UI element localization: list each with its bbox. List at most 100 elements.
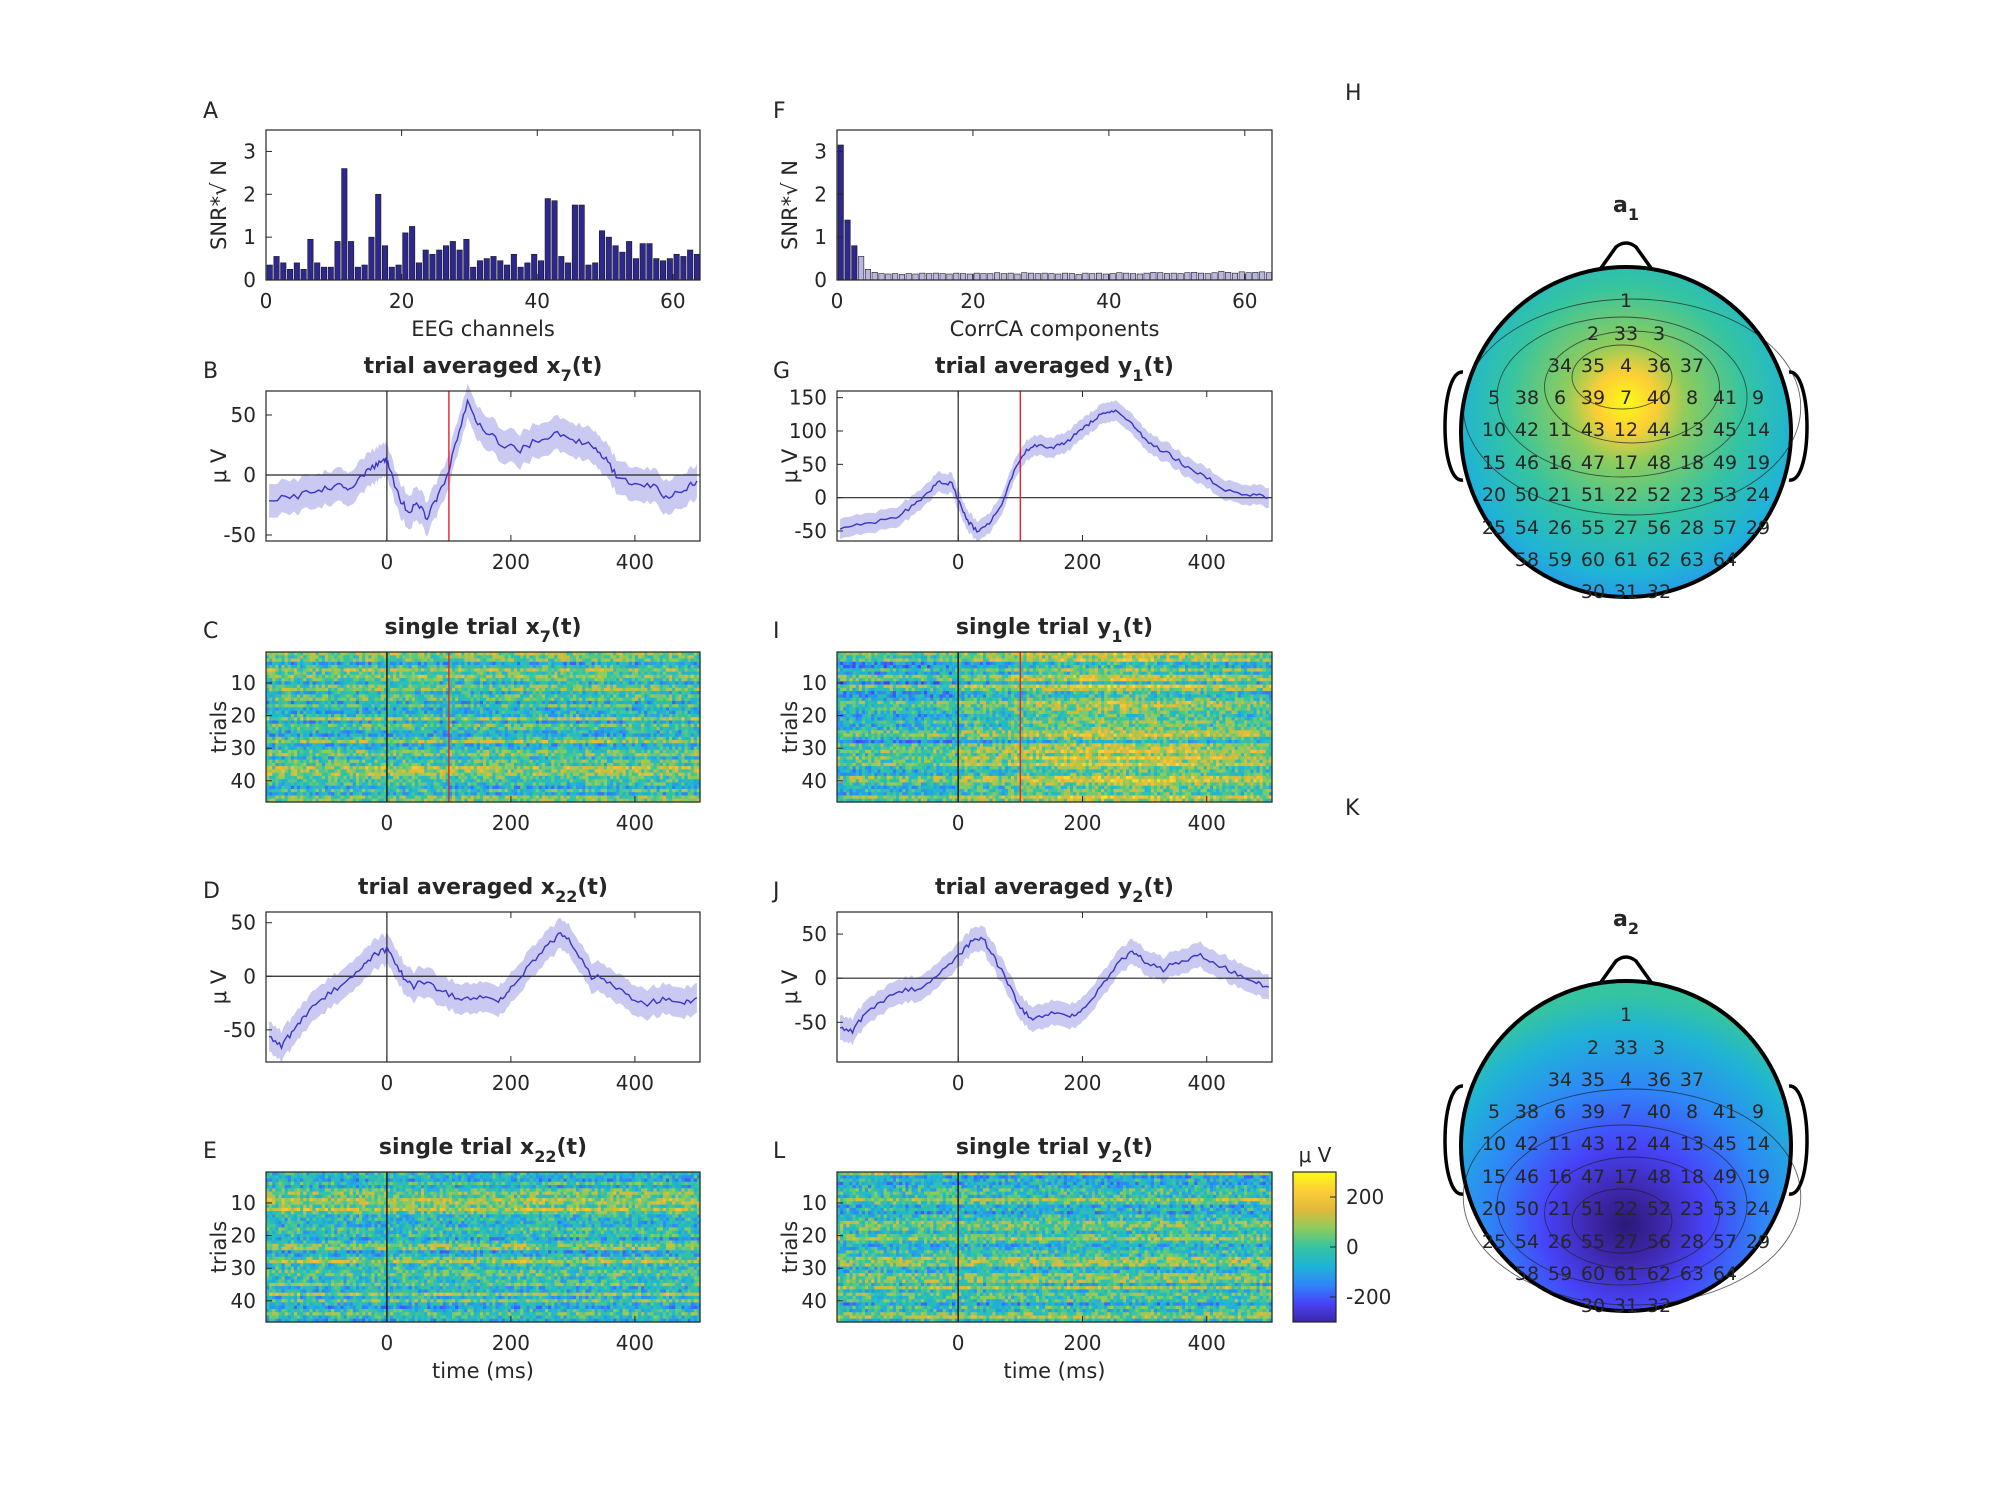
y-tick-label: 50	[231, 911, 256, 935]
x-tick-label: 200	[492, 1071, 530, 1095]
title-main: trial averaged x	[364, 354, 561, 379]
bar	[328, 267, 333, 280]
title-subscript: 22	[555, 887, 577, 906]
bar	[626, 241, 631, 280]
bar	[613, 246, 618, 280]
bar	[511, 254, 516, 280]
bar	[314, 263, 319, 280]
bar	[403, 233, 408, 280]
y-tick-label: 0	[243, 964, 256, 988]
bar	[572, 205, 577, 280]
bar	[491, 256, 496, 280]
bar	[654, 259, 659, 280]
bar	[1185, 273, 1190, 280]
bar	[1015, 274, 1020, 280]
x-tick-label: 40	[1096, 289, 1121, 313]
x-tick-label: 200	[1063, 1071, 1101, 1095]
title-subscript: 1	[1132, 366, 1143, 385]
x-tick-label: 20	[960, 289, 985, 313]
bar	[967, 274, 972, 280]
bar	[308, 239, 313, 280]
bar	[920, 273, 925, 280]
x-tick-label: 0	[952, 1071, 965, 1095]
bar	[906, 274, 911, 280]
y-tick-label: 3	[814, 139, 827, 163]
panel-letter: A	[203, 99, 218, 124]
y-tick-label: 0	[814, 966, 827, 990]
bar	[1035, 274, 1040, 280]
bar	[342, 169, 347, 280]
bar	[1103, 274, 1108, 280]
x-tick-label: 0	[260, 289, 273, 313]
panel-letter: D	[203, 879, 220, 904]
bar	[531, 254, 536, 280]
title-subscript: 2	[1132, 887, 1143, 906]
bar	[1022, 273, 1027, 280]
bar	[437, 250, 442, 280]
y-tick-label: 0	[243, 463, 256, 487]
bar	[545, 199, 550, 280]
bar	[1164, 274, 1169, 280]
bar	[593, 263, 598, 280]
chart-title: trial averaged y2(t)	[935, 875, 1174, 906]
title-main: trial averaged y	[935, 354, 1132, 379]
bar	[926, 274, 931, 280]
bar	[994, 273, 999, 280]
y-tick-label: 0	[814, 268, 827, 292]
bar	[518, 267, 523, 280]
bar	[1246, 273, 1251, 280]
bar	[960, 274, 965, 280]
bar	[267, 265, 272, 280]
bar	[1117, 273, 1122, 280]
bar	[1001, 274, 1006, 280]
x-tick-label: 20	[389, 289, 414, 313]
bar	[1123, 273, 1128, 280]
bar	[1178, 274, 1183, 280]
bar	[1212, 273, 1217, 280]
bar	[1239, 272, 1244, 280]
bar	[981, 274, 986, 280]
bar	[674, 254, 679, 280]
bar	[376, 194, 381, 280]
bar	[1096, 273, 1101, 280]
bar	[1076, 274, 1081, 280]
bar	[606, 237, 611, 280]
x-tick-label: 60	[660, 289, 685, 313]
bar	[1049, 274, 1054, 280]
y-axis-label: SNR*√ N	[207, 160, 231, 250]
bar	[450, 241, 455, 280]
bar	[947, 274, 952, 280]
bar	[586, 265, 591, 280]
bar	[416, 263, 421, 280]
y-tick-label: 3	[243, 139, 256, 163]
title-end: (t)	[1143, 875, 1174, 900]
bar	[579, 205, 584, 280]
x-tick-label: 0	[381, 1071, 394, 1095]
bar	[687, 250, 692, 280]
bar	[1232, 273, 1237, 280]
bar	[933, 273, 938, 280]
x-tick-label: 200	[492, 550, 530, 574]
bar	[423, 250, 428, 280]
title-end: (t)	[577, 875, 608, 900]
bar	[457, 250, 462, 280]
bar	[362, 265, 367, 280]
bar	[348, 241, 353, 280]
bar	[1253, 272, 1258, 280]
y-tick-label: 50	[231, 403, 256, 427]
confidence-band	[269, 384, 697, 537]
y-tick-label: -50	[794, 519, 827, 543]
bar	[620, 252, 625, 280]
panel-letter: B	[203, 359, 218, 384]
bar	[879, 274, 884, 280]
bar	[954, 273, 959, 280]
panel-letter: G	[773, 359, 790, 384]
confidence-band	[840, 400, 1269, 542]
y-tick-label: 0	[814, 486, 827, 510]
title-subscript: 7	[540, 627, 551, 646]
bar	[409, 226, 414, 280]
bar	[287, 269, 292, 280]
